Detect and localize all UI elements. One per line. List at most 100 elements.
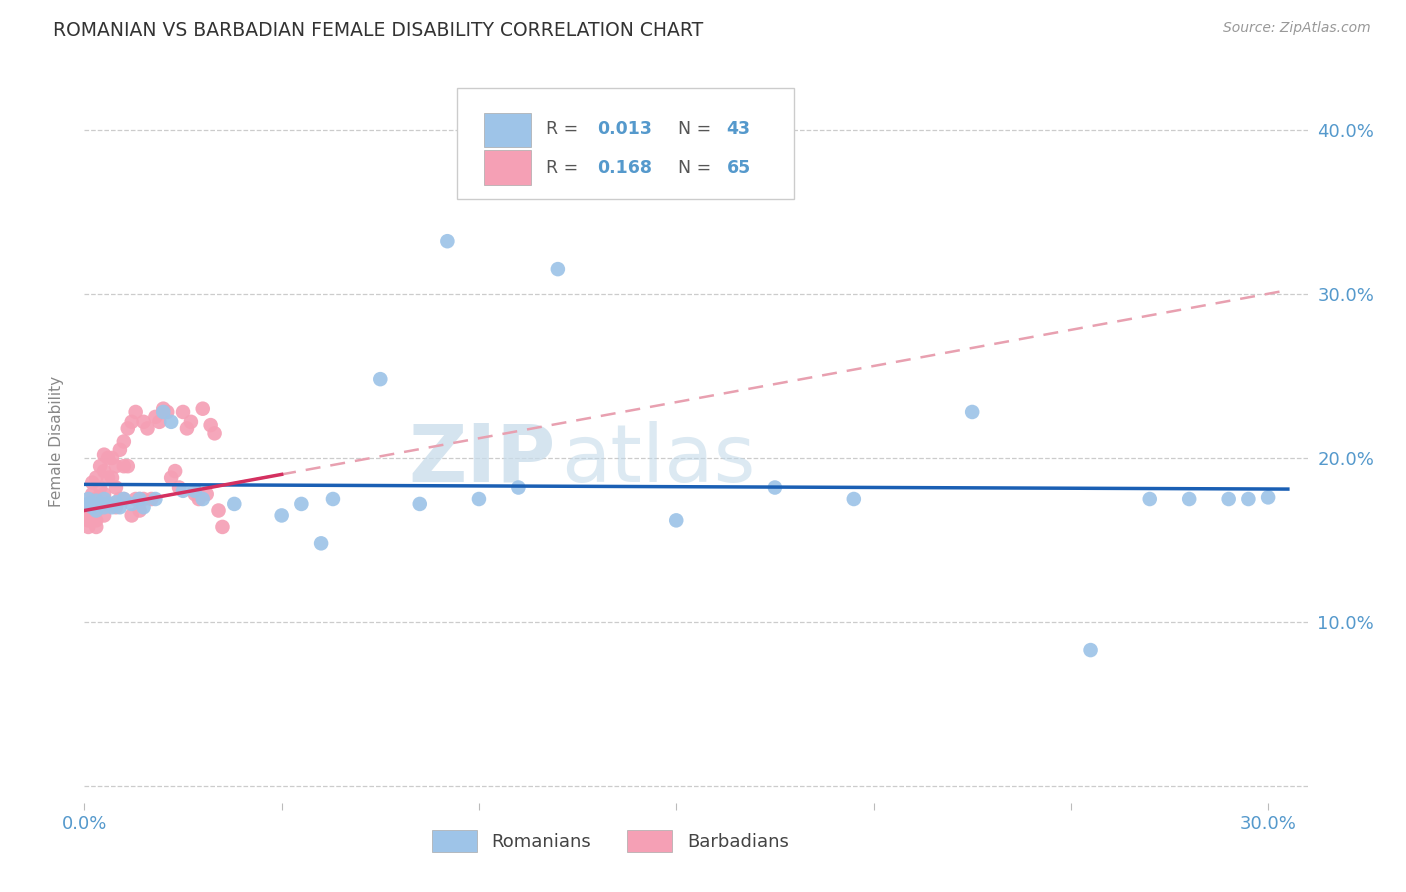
Point [176,421,198,435]
Point [112,434,135,449]
Point [191,401,214,416]
Point [842,491,865,506]
Legend: Romanians, Barbadians: Romanians, Barbadians [425,822,796,859]
Point [322,491,344,506]
Point [84,503,107,517]
Point [207,503,229,517]
Point [101,470,124,484]
FancyBboxPatch shape [457,87,794,200]
Point [82,487,104,501]
Point [180,415,202,429]
Point [368,372,391,386]
Point [112,491,135,506]
Point [121,508,143,523]
Point [132,415,155,429]
Point [101,450,124,465]
Point [77,491,100,506]
Point [82,500,104,515]
Text: ROMANIAN VS BARBADIAN FEMALE DISABILITY CORRELATION CHART: ROMANIAN VS BARBADIAN FEMALE DISABILITY … [53,21,703,39]
Point [1218,491,1240,506]
Point [200,418,222,433]
Point [128,491,150,506]
Point [436,234,458,248]
Text: 0.168: 0.168 [598,160,652,178]
Point [167,481,190,495]
Text: N =: N = [678,160,717,178]
FancyBboxPatch shape [484,151,531,185]
Point [184,487,207,501]
Point [101,500,124,515]
Point [82,513,104,527]
Point [97,497,120,511]
Point [77,513,100,527]
Point [124,405,146,419]
Point [1237,491,1260,506]
Point [121,497,143,511]
Point [1257,491,1279,505]
Point [309,536,332,550]
Point [224,497,246,511]
Point [97,497,120,511]
Point [960,405,983,419]
Text: R =: R = [546,160,583,178]
Point [211,520,233,534]
Point [195,487,218,501]
Point [84,470,107,484]
Point [117,421,139,435]
Point [128,503,150,517]
Point [145,409,167,424]
Point [93,487,115,501]
Point [77,520,100,534]
Point [93,508,115,523]
Point [93,464,115,478]
Point [89,459,111,474]
Point [84,513,107,527]
Point [93,448,115,462]
Text: 0.013: 0.013 [598,120,652,138]
Point [468,491,491,506]
Point [84,520,107,534]
Point [89,497,111,511]
Point [89,500,111,515]
Point [93,500,115,515]
Point [117,459,139,474]
Point [1080,643,1102,657]
Text: Source: ZipAtlas.com: Source: ZipAtlas.com [1223,21,1371,35]
Point [121,415,143,429]
Point [97,470,120,484]
Point [108,442,131,457]
Text: N =: N = [678,120,717,138]
Point [148,415,170,429]
Point [290,497,312,511]
Point [124,491,146,506]
Point [187,491,209,506]
Point [172,483,194,498]
Point [152,401,174,416]
Point [128,491,150,506]
Point [172,405,194,419]
Point [191,491,214,506]
Point [77,508,100,523]
Point [409,497,432,511]
Point [763,481,786,495]
Point [204,426,226,441]
Point [108,491,131,506]
Text: atlas: atlas [561,421,756,499]
Point [141,491,163,506]
Point [104,495,127,509]
Point [104,500,127,515]
Point [112,491,135,506]
Text: ZIP: ZIP [408,421,555,499]
Point [184,483,207,498]
Point [160,415,183,429]
Point [1139,491,1161,506]
Point [77,497,100,511]
Point [508,481,530,495]
Point [84,493,107,508]
Point [82,500,104,515]
Text: 65: 65 [727,160,751,178]
Text: R =: R = [546,120,583,138]
Point [89,481,111,495]
Point [77,497,100,511]
Point [665,513,688,527]
